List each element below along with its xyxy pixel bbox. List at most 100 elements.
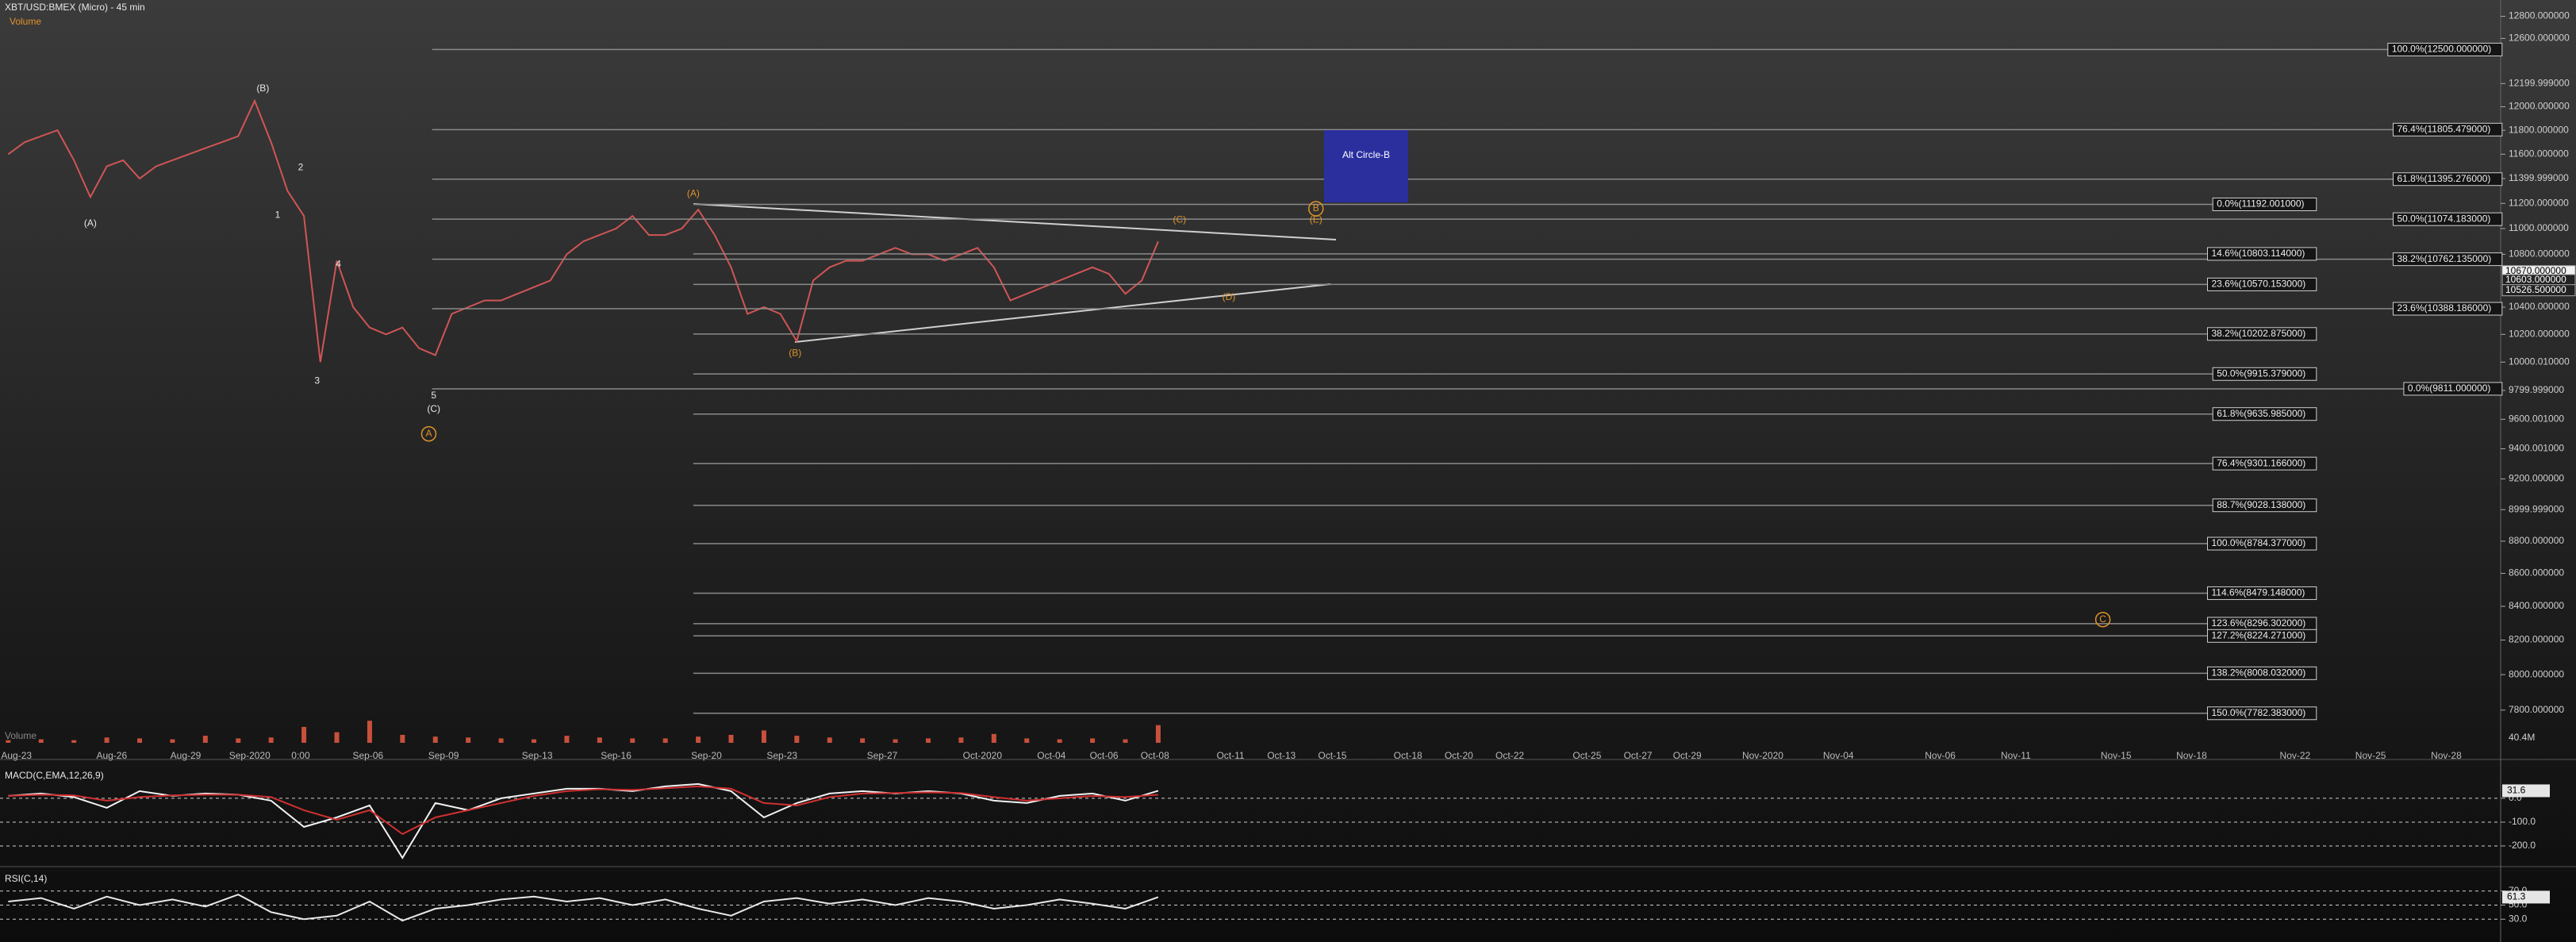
price-marker: 10670.000000 bbox=[2505, 265, 2566, 276]
pane-title: MACD(C,EMA,12,26,9) bbox=[5, 770, 104, 781]
fib-label: 61.8%(9635.985000) bbox=[2217, 408, 2305, 419]
volume-bar bbox=[202, 736, 208, 743]
volume-bar bbox=[761, 730, 766, 743]
fib-label: 0.0%(9811.000000) bbox=[2408, 383, 2491, 394]
volume-label: Volume bbox=[10, 16, 41, 27]
volume-bar bbox=[1155, 725, 1161, 743]
x-tick-label: Nov-15 bbox=[2101, 750, 2132, 761]
fib-label: 88.7%(9028.138000) bbox=[2217, 499, 2305, 510]
fib-label-box bbox=[2212, 407, 2317, 421]
volume-bar bbox=[1090, 738, 1096, 743]
y-tick-label: 11000.000000 bbox=[2509, 222, 2569, 233]
wave-label: A bbox=[425, 428, 432, 439]
x-tick-label: Sep-2020 bbox=[229, 750, 271, 761]
x-tick-label: Oct-04 bbox=[1037, 750, 1065, 761]
x-tick-label: Oct-2020 bbox=[963, 750, 1003, 761]
volume-bar bbox=[597, 737, 602, 743]
volume-bar bbox=[564, 736, 570, 743]
x-tick-label: Oct-11 bbox=[1216, 750, 1244, 761]
price-marker: 10603.000000 bbox=[2505, 274, 2566, 285]
y-tick-label: 9400.001000 bbox=[2509, 443, 2564, 454]
fib-label: 50.0%(9915.379000) bbox=[2217, 367, 2305, 379]
fib-label: 127.2%(8224.271000) bbox=[2212, 629, 2306, 640]
x-tick-label: Aug-26 bbox=[96, 750, 127, 761]
volume-bar bbox=[170, 739, 175, 743]
fib-label-box bbox=[2207, 666, 2317, 680]
volume-bar bbox=[400, 734, 405, 743]
y-tick-label: 10400.000000 bbox=[2509, 301, 2570, 312]
y-tick-label: 12800.000000 bbox=[2509, 10, 2570, 21]
series-line bbox=[8, 894, 1159, 922]
pane-title: RSI(C,14) bbox=[5, 873, 47, 884]
volume-bar bbox=[794, 736, 800, 743]
y-tick-label: 9600.001000 bbox=[2509, 413, 2564, 424]
x-tick-label: Sep-13 bbox=[522, 750, 553, 761]
volume-bar bbox=[1057, 739, 1062, 743]
y-tick-label: -200.0 bbox=[2509, 840, 2536, 851]
volume-bar bbox=[827, 737, 832, 743]
x-tick-label: Sep-09 bbox=[428, 750, 459, 761]
volume-bar bbox=[466, 737, 471, 743]
fib-label-box bbox=[2207, 247, 2317, 261]
x-tick-label: Oct-15 bbox=[1318, 750, 1346, 761]
x-tick-label: Sep-06 bbox=[353, 750, 384, 761]
y-tick-label: 7800.000000 bbox=[2509, 704, 2564, 715]
wave-label: 2 bbox=[298, 161, 304, 172]
wave-label: 4 bbox=[336, 259, 341, 270]
x-tick-label: Sep-16 bbox=[601, 750, 632, 761]
fib-label: 100.0%(8784.377000) bbox=[2212, 537, 2306, 548]
x-tick-label: Oct-22 bbox=[1495, 750, 1524, 761]
wave-label: (D) bbox=[1223, 291, 1236, 302]
price-marker-box bbox=[2501, 284, 2576, 297]
wave-label: (B) bbox=[789, 347, 801, 358]
x-tick-label: Oct-18 bbox=[1394, 750, 1422, 761]
x-tick-label: Aug-23 bbox=[1, 750, 32, 761]
fib-label: 14.6%(10803.114000) bbox=[2212, 248, 2305, 259]
annotation-circle bbox=[2094, 611, 2111, 628]
y-tick-label: 11800.000000 bbox=[2509, 124, 2569, 135]
y-tick-label: -100.0 bbox=[2509, 816, 2536, 827]
fib-label: 100.0%(12500.000000) bbox=[2392, 44, 2491, 55]
fib-label: 38.2%(10202.875000) bbox=[2212, 328, 2306, 339]
alt-box-label: Alt Circle-B bbox=[1342, 149, 1390, 160]
volume-bar bbox=[498, 738, 504, 743]
x-tick-label: Sep-27 bbox=[867, 750, 898, 761]
y-tick-label: 8400.000000 bbox=[2509, 600, 2564, 611]
y-tick-label: 30.0 bbox=[2509, 913, 2528, 924]
fib-label: 123.6%(8296.302000) bbox=[2212, 617, 2306, 629]
fib-label: 38.2%(10762.135000) bbox=[2397, 253, 2492, 264]
y-tick-label: 11600.000000 bbox=[2509, 148, 2569, 159]
fib-label: 76.4%(11805.479000) bbox=[2397, 123, 2491, 134]
y-tick-label: 8200.000000 bbox=[2509, 634, 2564, 645]
y-tick-label: 10800.000000 bbox=[2509, 248, 2570, 260]
wave-label: C bbox=[2099, 613, 2106, 625]
x-tick-label: Oct-13 bbox=[1267, 750, 1296, 761]
fib-label-box bbox=[2207, 277, 2317, 291]
wave-label: B bbox=[1313, 202, 1319, 213]
volume-bar bbox=[6, 740, 11, 743]
volume-bar bbox=[38, 739, 44, 743]
fib-label-box bbox=[2393, 252, 2503, 267]
fib-label-box bbox=[2212, 498, 2317, 513]
volume-axis-label: 40.4M bbox=[2509, 732, 2535, 743]
volume-bar bbox=[662, 738, 668, 743]
x-tick-label: Nov-25 bbox=[2355, 750, 2386, 761]
volume-bar bbox=[71, 740, 77, 743]
x-tick-label: Sep-23 bbox=[766, 750, 797, 761]
wave-label: (A) bbox=[687, 188, 700, 199]
wave-label: (C) bbox=[427, 403, 440, 414]
x-tick-label: Nov-28 bbox=[2431, 750, 2462, 761]
y-tick-label: 8999.999000 bbox=[2509, 503, 2564, 514]
fib-label: 114.6%(8479.148000) bbox=[2212, 587, 2305, 598]
x-tick-label: Nov-18 bbox=[2176, 750, 2207, 761]
volume-bar bbox=[991, 733, 996, 743]
x-tick-label: Oct-06 bbox=[1090, 750, 1119, 761]
x-tick-label: Aug-29 bbox=[171, 750, 202, 761]
series-line bbox=[8, 785, 1158, 836]
x-tick-label: Nov-11 bbox=[2001, 750, 2031, 761]
y-tick-label: 12199.999000 bbox=[2509, 77, 2570, 88]
annotation-circle bbox=[1307, 201, 1324, 217]
pane-title: XBT/USD:BMEX (Micro) - 45 min bbox=[5, 2, 145, 13]
